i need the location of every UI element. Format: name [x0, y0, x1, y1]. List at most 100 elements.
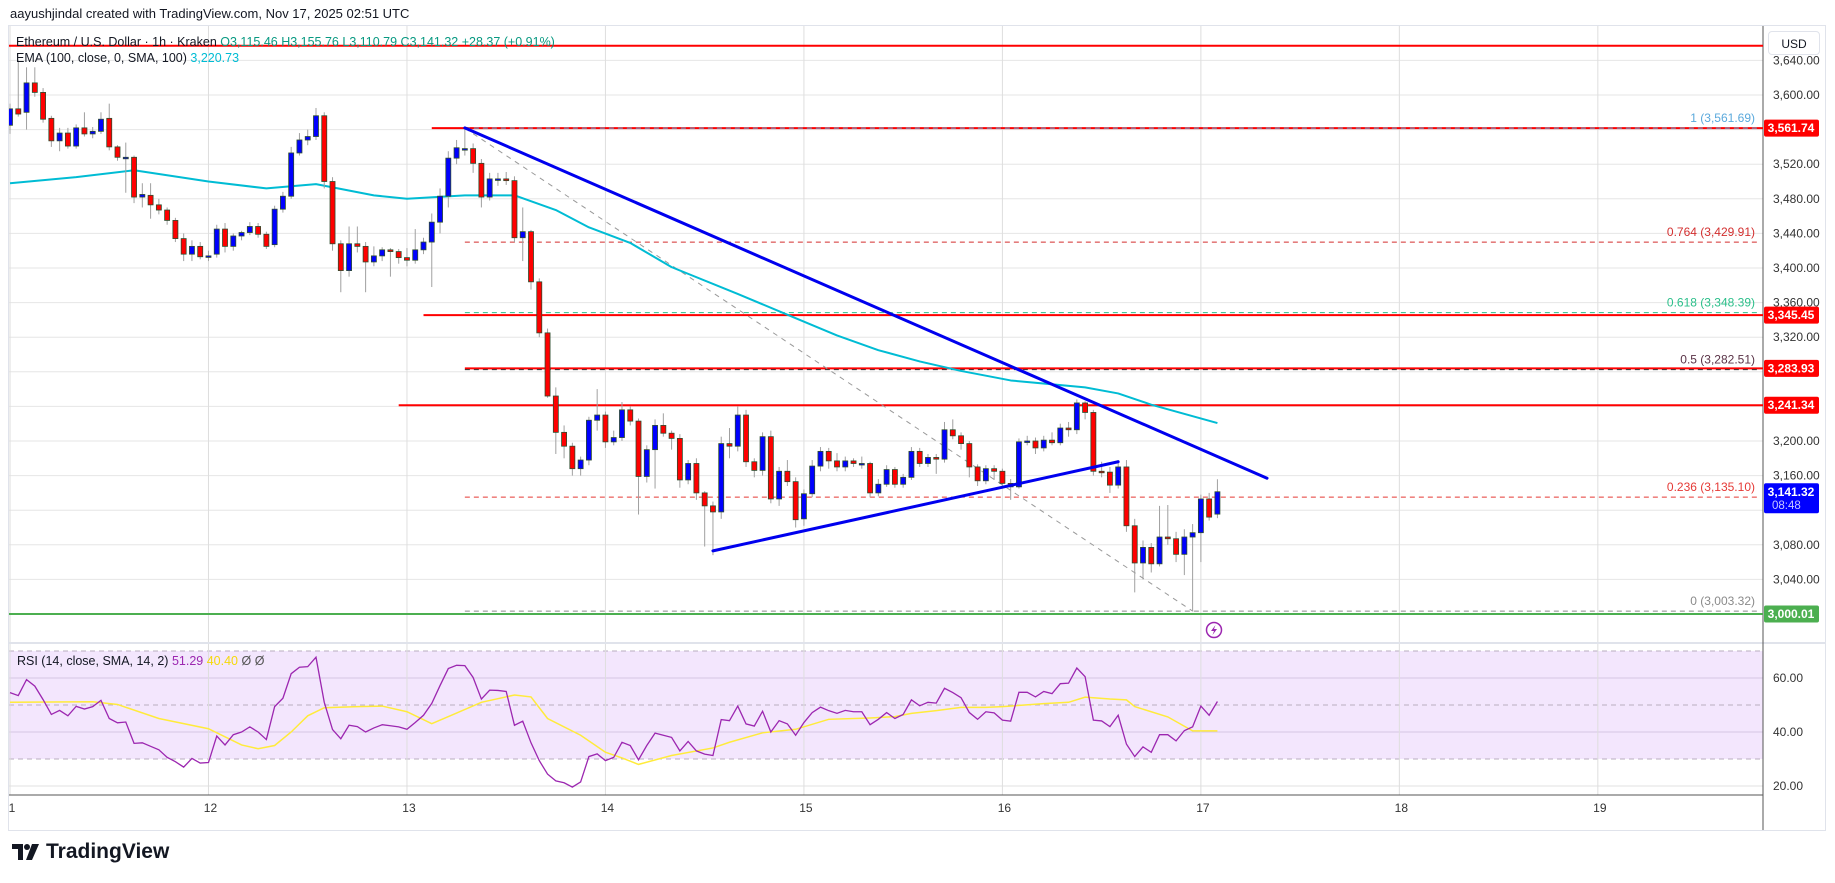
candle — [428, 213, 435, 288]
level-price-badge: 3,283.93 — [1768, 361, 1815, 375]
candle — [453, 139, 460, 165]
candle — [949, 419, 956, 440]
candle-body — [1206, 498, 1213, 518]
candle — [1057, 423, 1064, 446]
x-axis-tick-label: 14 — [601, 801, 615, 815]
candle — [1032, 437, 1039, 454]
candle — [569, 442, 576, 476]
rsi-axis-tick-label: 20.00 — [1773, 779, 1803, 793]
candle-body — [155, 204, 162, 211]
candle — [271, 205, 278, 248]
candle-body — [1090, 412, 1097, 472]
candle-body — [635, 420, 642, 477]
candle-body — [1032, 440, 1039, 449]
candle — [544, 328, 551, 398]
price-axis-tick-label: 3,440.00 — [1773, 226, 1820, 240]
candle — [362, 242, 369, 293]
price-axis-tick-label: 3,400.00 — [1773, 261, 1820, 275]
candle — [751, 458, 758, 478]
candle — [246, 222, 253, 236]
candle-body — [842, 460, 849, 468]
candle-body — [48, 117, 55, 142]
candle — [792, 477, 799, 528]
candle-body — [73, 127, 80, 147]
candle-body — [147, 194, 154, 206]
candle-body — [98, 118, 104, 132]
rsi-axis-tick-label: 60.00 — [1773, 671, 1803, 685]
candle — [412, 229, 419, 264]
candle-body — [280, 195, 286, 210]
candle — [643, 445, 650, 483]
candle-body — [966, 443, 973, 468]
candle-body — [89, 130, 96, 135]
candle — [891, 466, 898, 488]
tradingview-logo[interactable]: TradingView — [12, 840, 169, 864]
lightning-event-icon[interactable] — [1205, 621, 1223, 639]
candle-body — [594, 414, 601, 421]
candle-body — [875, 483, 882, 494]
candle-body — [428, 221, 435, 243]
candle-body — [619, 409, 625, 438]
candle — [693, 458, 700, 500]
ema-label[interactable]: EMA (100, close, 0, SMA, 100) — [16, 51, 187, 65]
candle-body — [64, 132, 71, 147]
rsi-extra-2: Ø — [254, 654, 265, 668]
candle-body — [933, 457, 940, 460]
candle — [395, 248, 402, 264]
candle — [668, 430, 675, 450]
candle — [991, 465, 998, 480]
candle — [48, 115, 55, 147]
candle — [561, 425, 567, 459]
rsi-label[interactable]: RSI (14, close, SMA, 14, 2) — [17, 654, 169, 668]
candle — [263, 231, 270, 249]
candle — [304, 129, 311, 146]
candle-body — [246, 226, 253, 233]
candle-body — [478, 162, 485, 198]
candle — [619, 402, 625, 441]
candle — [255, 223, 262, 238]
candle-body — [784, 470, 791, 483]
candle-body — [610, 437, 617, 443]
candle — [685, 460, 692, 485]
candle-body — [883, 469, 890, 485]
candle — [776, 466, 783, 506]
candle-body — [486, 178, 493, 198]
candle-body — [404, 257, 410, 261]
candle-body — [974, 466, 981, 482]
candle — [784, 460, 791, 486]
candle — [1173, 531, 1179, 563]
candle — [379, 247, 386, 262]
fib-level-label: 0.5 (3,282.51) — [1680, 353, 1755, 367]
candle — [842, 456, 849, 472]
candle-body — [131, 156, 137, 198]
candle-body — [792, 481, 799, 521]
candle-body — [470, 148, 477, 164]
rsi-value: 51.29 — [171, 654, 204, 668]
level-price-badge-bg — [1764, 396, 1819, 414]
candle — [189, 240, 195, 262]
rsi-axis-tick-label: 40.00 — [1773, 725, 1803, 739]
candle-body — [40, 92, 46, 120]
candle-body — [949, 429, 956, 437]
candle — [834, 453, 840, 472]
rsi-legend: RSI (14, close, SMA, 14, 2) 51.29 40.40 … — [17, 654, 264, 668]
candle — [1156, 505, 1163, 567]
candle — [900, 473, 907, 488]
candle — [98, 112, 104, 134]
last-price-badge: 3,141.32 — [1768, 485, 1815, 499]
candle — [1140, 540, 1146, 580]
candle-body — [56, 132, 63, 142]
candle — [1016, 438, 1022, 489]
candle — [817, 447, 824, 472]
currency-button[interactable]: USD — [1768, 31, 1820, 55]
candle — [1049, 432, 1055, 446]
candle — [867, 461, 873, 498]
candle — [106, 103, 113, 151]
candle — [982, 465, 989, 485]
candle-body — [602, 414, 609, 443]
symbol-title[interactable]: Ethereum / U.S. Dollar · 1h · Kraken — [16, 35, 217, 49]
candle — [858, 456, 865, 469]
candle — [437, 188, 443, 234]
candle — [925, 453, 931, 467]
